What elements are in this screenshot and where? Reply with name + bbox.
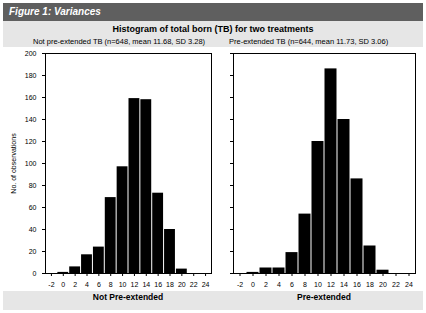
html-text:Pre-extended TB (n=644, mean 1: Pre-extended TB (n=644, mean 11.73, SD 3… <box>229 37 389 46</box>
svg-text:120: 120 <box>25 138 37 145</box>
svg-text:12: 12 <box>131 281 139 288</box>
svg-text:80: 80 <box>29 182 37 189</box>
svg-text:40: 40 <box>29 226 37 233</box>
svg-text:60: 60 <box>29 204 37 211</box>
svg-text:20: 20 <box>29 248 37 255</box>
svg-text:24: 24 <box>405 281 413 288</box>
svg-text:-2: -2 <box>48 281 54 288</box>
svg-text:20: 20 <box>178 281 186 288</box>
svg-text:2: 2 <box>73 281 77 288</box>
html-text:Histogram of total born (TB) f: Histogram of total born (TB) for two tre… <box>112 24 314 34</box>
svg-text:140: 140 <box>25 116 37 123</box>
svg-text:0: 0 <box>251 281 255 288</box>
svg-text:-2: -2 <box>237 281 243 288</box>
svg-text:2: 2 <box>264 281 268 288</box>
svg-text:18: 18 <box>166 281 174 288</box>
svg-text:200: 200 <box>25 50 37 57</box>
svg-text:12: 12 <box>327 281 335 288</box>
html-text:Pre-extended: Pre-extended <box>297 292 351 302</box>
svg-text:8: 8 <box>109 281 113 288</box>
html-text:Figure 1: Variances: Figure 1: Variances <box>9 6 101 17</box>
svg-text:0: 0 <box>61 281 65 288</box>
svg-text:18: 18 <box>366 281 374 288</box>
svg-text:20: 20 <box>379 281 387 288</box>
svg-text:8: 8 <box>303 281 307 288</box>
svg-text:100: 100 <box>25 160 37 167</box>
svg-text:10: 10 <box>119 281 127 288</box>
svg-text:160: 160 <box>25 94 37 101</box>
svg-text:16: 16 <box>353 281 361 288</box>
svg-text:24: 24 <box>202 281 210 288</box>
svg-text:14: 14 <box>142 281 150 288</box>
svg-text:16: 16 <box>154 281 162 288</box>
svg-text:10: 10 <box>314 281 322 288</box>
html-text:Not Pre-extended: Not Pre-extended <box>92 292 164 302</box>
svg-text:4: 4 <box>277 281 281 288</box>
svg-text:No. of observations: No. of observations <box>10 133 17 194</box>
svg-text:22: 22 <box>190 281 198 288</box>
svg-text:4: 4 <box>85 281 89 288</box>
svg-text:6: 6 <box>290 281 294 288</box>
html-text:Not pre-extended TB (n=648, me: Not pre-extended TB (n=648, mean 11.68, … <box>33 37 206 46</box>
svg-text:6: 6 <box>97 281 101 288</box>
svg-text:180: 180 <box>25 72 37 79</box>
svg-text:0: 0 <box>33 270 37 277</box>
svg-text:22: 22 <box>392 281 400 288</box>
svg-text:14: 14 <box>340 281 348 288</box>
